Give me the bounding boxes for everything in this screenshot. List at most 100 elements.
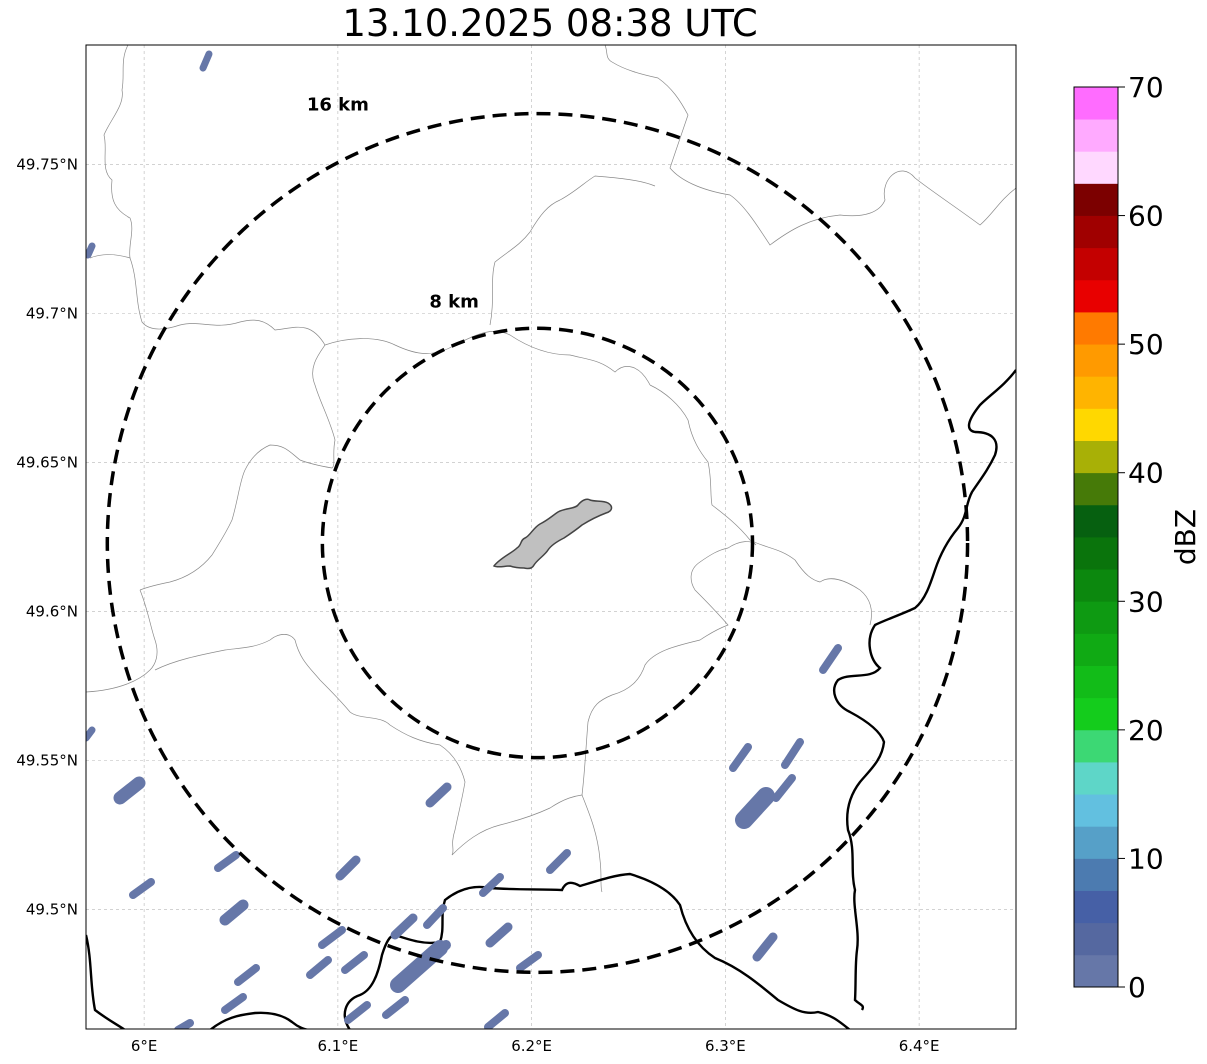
colorbar-frame (1073, 86, 1119, 988)
colorbar-segment (1074, 472, 1118, 506)
lat-tick-label: 49.5°N (26, 901, 78, 919)
echo-cell (129, 878, 155, 899)
colorbar-tick-label: 30 (1128, 585, 1164, 618)
echo-cell (729, 743, 752, 772)
colorbar-segment (1074, 151, 1118, 184)
boundary-line (324, 331, 651, 386)
colorbar-segment (1074, 826, 1118, 859)
echo-cell (86, 726, 96, 742)
colorbar-segment (1074, 344, 1118, 377)
range-ring (105, 111, 970, 975)
colorbar-tick-label: 0 (1128, 971, 1146, 1004)
boundary-line (103, 45, 133, 259)
colorbar-segment (1074, 215, 1118, 249)
colorbar-segment (1074, 119, 1118, 152)
colorbar-segment (1074, 794, 1118, 827)
echo-cell (484, 1009, 509, 1029)
lat-tick-label: 49.55°N (16, 752, 78, 770)
border-line (209, 1011, 311, 1029)
echo-cell (772, 774, 796, 802)
map-title: 13.10.2025 08:38 UTC (342, 2, 758, 45)
colorbar-label: dBZ (1169, 509, 1202, 565)
colorbar-tick-label: 40 (1128, 457, 1164, 490)
colorbar-segment (1074, 762, 1118, 795)
echo-cell (219, 899, 249, 926)
colorbar-segment (1074, 376, 1118, 409)
colorbar-segment (1074, 729, 1118, 763)
graticule-grid (86, 45, 1016, 1029)
echo-cell (425, 782, 452, 808)
colorbar-tick-label: 10 (1128, 842, 1164, 875)
echo-cell (516, 951, 542, 972)
boundary-line (604, 45, 1016, 246)
colorbar-segment (1074, 537, 1118, 570)
colorbar-tick-label: 50 (1128, 328, 1164, 361)
echo-cell (423, 904, 447, 929)
colorbar-segment (1074, 633, 1118, 666)
echo-cell (306, 956, 332, 979)
boundary-line (581, 541, 757, 796)
echo-cell (819, 644, 842, 674)
colorbar-segment (1074, 601, 1118, 634)
echo-cell (318, 926, 346, 949)
national-border (86, 369, 1016, 1029)
colorbar-segment (1074, 858, 1118, 891)
echo-cell (781, 738, 804, 769)
colorbar-segment (1074, 312, 1118, 345)
lat-tick-label: 49.65°N (16, 453, 78, 471)
lon-tick-label: 6.2°E (511, 1037, 552, 1055)
range-ring (320, 326, 755, 760)
echo-cell (485, 922, 513, 948)
range-ring-label: 8 km (429, 291, 479, 312)
boundary-line (139, 344, 336, 591)
lon-tick-label: 6°E (131, 1037, 158, 1055)
boundary-line (649, 384, 872, 626)
lon-tick-label: 6.4°E (899, 1037, 940, 1055)
municipal-boundaries (86, 45, 1016, 893)
colorbar-segment (1074, 697, 1118, 731)
colorbar-segment (1074, 665, 1118, 699)
echo-cell (382, 996, 409, 1019)
echo-cell (390, 913, 418, 940)
range-rings: 8 km 16 km (105, 95, 970, 975)
colorbar-segment (1074, 440, 1118, 474)
axis-labels: 6°E 6.1°E 6.2°E 6.3°E 6.4°E 49.5°N 49.55°N 49.6… (16, 155, 939, 1055)
radar-echoes (86, 50, 842, 1029)
colorbar-segment (1074, 247, 1118, 281)
colorbar-segment (1074, 922, 1118, 956)
boundary-line (89, 254, 326, 346)
colorbar-segment (1074, 954, 1118, 988)
plot-frame (85, 44, 1017, 1030)
lat-tick-label: 49.6°N (26, 603, 78, 621)
colorbar-segment (1074, 408, 1118, 441)
boundary-line (154, 634, 466, 856)
border-line (343, 872, 851, 1029)
echo-cell (221, 993, 247, 1014)
echo-cell (735, 787, 775, 829)
city-polygon (492, 498, 613, 570)
colorbar-segment (1074, 87, 1118, 120)
echo-cell (335, 855, 361, 881)
echo-cell (546, 849, 571, 874)
echo-cell (234, 964, 260, 986)
echo-cell (479, 873, 504, 897)
echo-cell (86, 242, 96, 259)
boundary-line (86, 589, 158, 693)
echo-cell (214, 851, 240, 872)
echo-cell (199, 50, 213, 72)
echo-cell (415, 940, 451, 970)
boundary-line (451, 794, 603, 893)
range-ring-label: 16 km (307, 95, 369, 116)
boundary-line (489, 175, 656, 326)
colorbar-tick-label: 20 (1128, 714, 1164, 747)
colorbar-segment (1074, 890, 1118, 924)
echo-cell (344, 1001, 371, 1024)
echo-cell (752, 932, 778, 962)
colorbar-tick-label: 70 (1128, 71, 1164, 104)
colorbar-tick-label: 60 (1128, 200, 1164, 233)
lat-tick-label: 49.75°N (16, 155, 78, 173)
colorbar-segment (1074, 504, 1118, 538)
lon-tick-label: 6.1°E (317, 1037, 358, 1055)
colorbar-segment (1074, 569, 1118, 602)
